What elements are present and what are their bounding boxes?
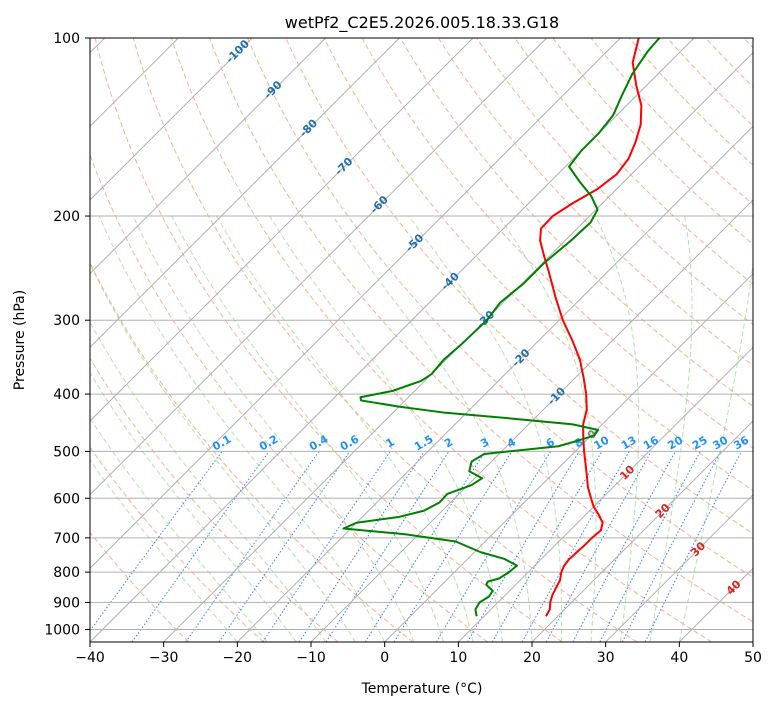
- x-tick-label: −10: [296, 650, 326, 666]
- y-tick-label: 600: [53, 491, 80, 507]
- x-tick-label: 30: [597, 650, 615, 666]
- y-tick-label: 900: [53, 595, 80, 611]
- x-axis-label: Temperature (°C): [361, 681, 483, 697]
- y-tick-label: 500: [53, 444, 80, 460]
- chart-title: wetPf2_C2E5.2026.005.18.33.G18: [285, 13, 559, 33]
- y-axis-label: Pressure (hPa): [12, 290, 28, 390]
- y-tick-label: 100: [53, 31, 80, 47]
- x-tick-label: −30: [149, 650, 179, 666]
- y-tick-label: 200: [53, 209, 80, 225]
- x-tick-label: 10: [449, 650, 467, 666]
- y-tick-label: 700: [53, 531, 80, 547]
- x-tick-label: −20: [223, 650, 253, 666]
- y-tick-label: 400: [53, 387, 80, 403]
- y-tick-label: 1000: [44, 622, 80, 638]
- y-tick-label: 300: [53, 313, 80, 329]
- x-tick-label: 40: [670, 650, 688, 666]
- x-tick-label: −40: [75, 650, 105, 666]
- y-tick-label: 800: [53, 565, 80, 581]
- x-tick-label: 20: [523, 650, 541, 666]
- x-tick-label: 0: [380, 650, 389, 666]
- skewt-figure: -100-90-80-70-60-50-40-30-20-10010203040…: [0, 0, 775, 708]
- x-tick-label: 50: [744, 650, 762, 666]
